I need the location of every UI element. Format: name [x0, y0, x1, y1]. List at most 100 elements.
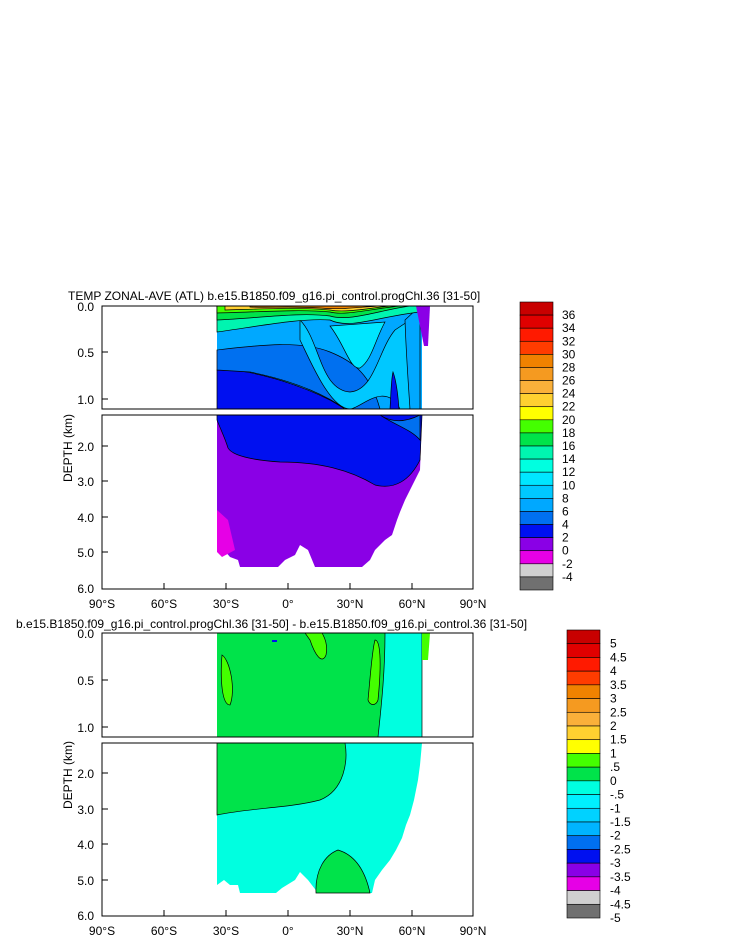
colorbar-label: 22 [562, 400, 576, 414]
panel1-ylabel: DEPTH (km) [61, 414, 75, 482]
panel2-title: b.e15.B1850.f09_g16.pi_control.progChl.3… [16, 617, 527, 631]
colorbar-swatch [566, 862, 601, 878]
panel1-upper-frame [101, 305, 474, 410]
panel-temp-zonal: TEMP ZONAL-AVE (ATL) b.e15.B1850.f09_g16… [61, 289, 576, 611]
panel2-ytick-2: 1.0 [77, 721, 94, 735]
colorbar-label: -4 [610, 884, 621, 898]
colorbar-label: -3.5 [610, 870, 631, 884]
colorbar-swatch [566, 876, 601, 891]
colorbar-label: 5 [610, 637, 617, 651]
panel2-ytick-6: 5.0 [77, 874, 94, 888]
colorbar-label: -.5 [610, 788, 624, 802]
panel1-xtick-5: 60°N [399, 597, 426, 611]
colorbar-swatch [519, 445, 554, 460]
panel2-upper-field [217, 632, 430, 738]
colorbar-swatch [566, 794, 601, 809]
panel1-xtick-6: 90°N [460, 597, 487, 611]
colorbar-label: 14 [562, 452, 576, 466]
colorbar-swatch [519, 524, 554, 538]
panel2-upper-frame [101, 632, 474, 738]
colorbar-label: 2 [610, 719, 617, 733]
colorbar-swatch [566, 766, 601, 782]
colorbar-label: 4.5 [610, 650, 627, 664]
colorbar-label: 18 [562, 426, 576, 440]
panel-temp-difference: b.e15.B1850.f09_g16.pi_control.progChl.3… [16, 617, 631, 938]
panel1-xtick-2: 30°S [213, 597, 239, 611]
panel1-ytick-0: 0.0 [77, 300, 94, 314]
colorbar-swatch [566, 684, 601, 699]
colorbar-label: 32 [562, 334, 576, 348]
panel1-ytick-5: 4.0 [77, 511, 94, 525]
colorbar-swatch [566, 657, 601, 672]
colorbar-label: 1.5 [610, 733, 627, 747]
colorbar-label: 36 [562, 308, 576, 322]
panel1-ytick-4: 3.0 [77, 475, 94, 489]
colorbar-swatch [519, 367, 554, 381]
colorbar-swatch [519, 576, 554, 591]
colorbar-label: -2.5 [610, 842, 631, 856]
panel1-title: TEMP ZONAL-AVE (ATL) b.e15.B1850.f09_g16… [68, 289, 480, 303]
colorbar-swatch [566, 753, 601, 768]
colorbar-label: 12 [562, 465, 576, 479]
panel2-colorbar: 54.543.532.521.51.50-.5-1-1.5-2-2.5-3-3.… [566, 629, 631, 925]
colorbar-swatch [519, 537, 554, 552]
colorbar-label: -5 [610, 911, 621, 925]
panel2-x-ticks: 90°S 60°S 30°S 0° 30°N 60°N 90°N [89, 910, 486, 938]
colorbar-swatch [519, 511, 554, 525]
colorbar-label: 3 [610, 692, 617, 706]
panel1-xtick-0: 90°S [89, 597, 115, 611]
colorbar-swatch [566, 739, 601, 754]
colorbar-swatch [566, 725, 601, 741]
panel2-ylabel: DEPTH (km) [61, 741, 75, 809]
colorbar-swatch [519, 550, 554, 565]
colorbar-swatch [519, 419, 554, 434]
colorbar-label: 4 [562, 518, 569, 532]
colorbar-label: 1 [610, 746, 617, 760]
colorbar-swatch [566, 780, 601, 795]
colorbar-label: 0 [562, 544, 569, 558]
colorbar-swatch [519, 471, 554, 486]
colorbar-label: 2 [562, 531, 569, 545]
colorbar-swatch [519, 498, 554, 512]
panel2-ytick-7: 6.0 [77, 909, 94, 923]
colorbar-label: 28 [562, 360, 576, 374]
panel2-xtick-4: 30°N [337, 924, 364, 938]
colorbar-swatch [519, 484, 554, 499]
colorbar-swatch [519, 354, 554, 368]
colorbar-swatch [566, 698, 601, 713]
panel2-xtick-2: 30°S [213, 924, 239, 938]
colorbar-swatch [519, 406, 554, 421]
colorbar-label: 6 [562, 504, 569, 518]
panel1-y-ticks: 0.0 0.5 1.0 2.0 3.0 4.0 5.0 6.0 [77, 300, 108, 596]
colorbar-label: 10 [562, 478, 576, 492]
colorbar-label: 2.5 [610, 705, 627, 719]
colorbar-swatch [566, 835, 601, 850]
colorbar-label: 16 [562, 439, 576, 453]
colorbar-swatch [519, 458, 554, 473]
colorbar-label: -2 [610, 829, 621, 843]
panel2-ytick-4: 3.0 [77, 803, 94, 817]
panel1-xtick-1: 60°S [151, 597, 177, 611]
panel1-ytick-2: 1.0 [77, 393, 94, 407]
colorbar-swatch [566, 903, 601, 919]
panel2-ytick-1: 0.5 [77, 674, 94, 688]
colorbar-swatch [566, 821, 601, 837]
colorbar-label: 34 [562, 321, 576, 335]
colorbar-label: 20 [562, 413, 576, 427]
colorbar-label: 3.5 [610, 678, 627, 692]
colorbar-label: .5 [610, 760, 620, 774]
panel1-upper-field [216, 305, 430, 410]
panel1-ytick-7: 6.0 [77, 582, 94, 596]
colorbar-swatch [566, 890, 601, 905]
colorbar-label: 0 [610, 774, 617, 788]
colorbar-swatch [519, 393, 554, 408]
colorbar-label: -4 [562, 570, 573, 584]
colorbar-label: -3 [610, 856, 621, 870]
panel2-lower-field [216, 742, 422, 894]
panel2-ytick-5: 4.0 [77, 838, 94, 852]
colorbar-swatch [566, 643, 601, 658]
panel1-ytick-1: 0.5 [77, 346, 94, 360]
colorbar-swatch [519, 563, 554, 578]
